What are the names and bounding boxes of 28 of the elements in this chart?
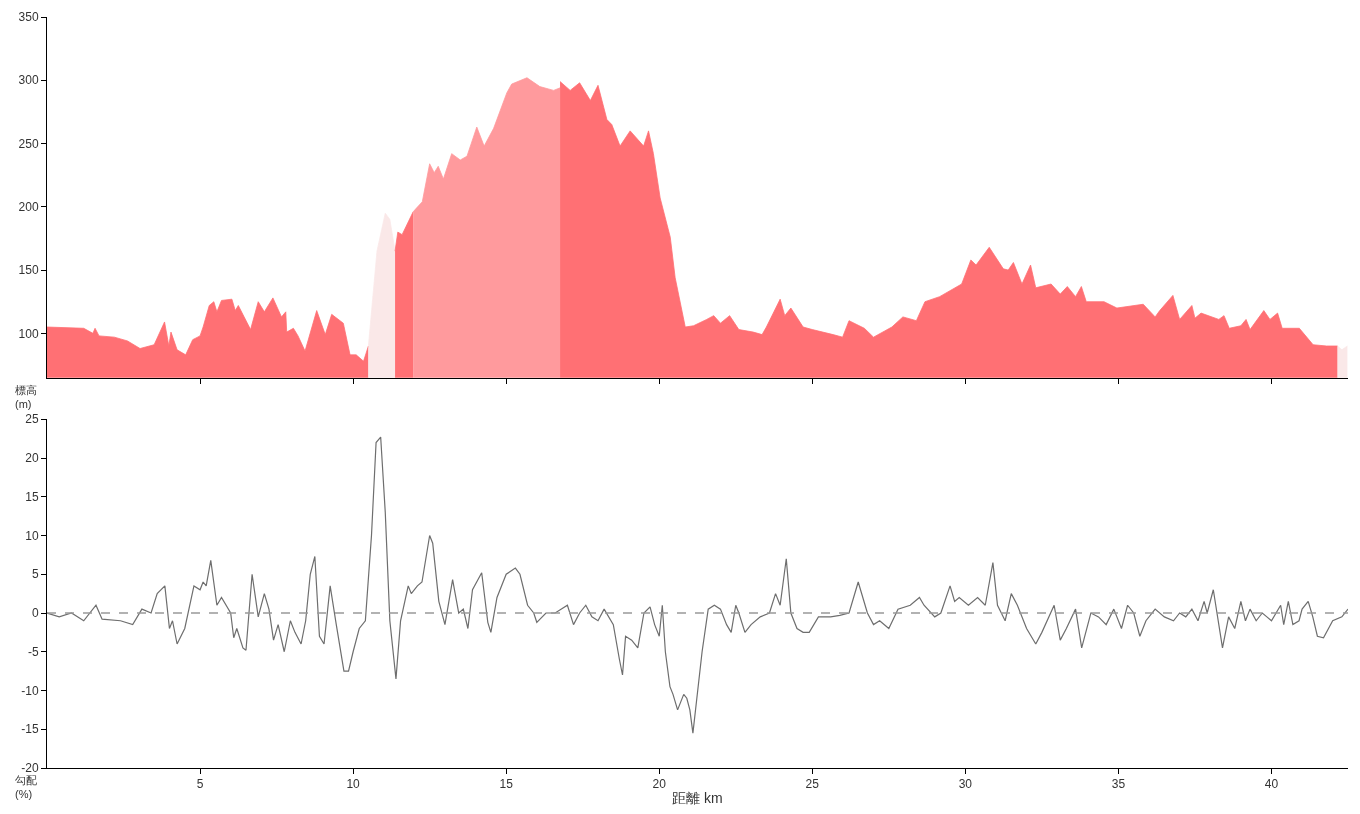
x-tick-label: 40 <box>1264 777 1279 792</box>
y-tick-label: 10 <box>25 528 39 543</box>
y-axis-title: 勾配 (%) <box>15 774 37 801</box>
y-tick-label: 200 <box>18 200 39 215</box>
x-tick-label: 10 <box>346 777 361 792</box>
y-tick-label: -10 <box>21 683 39 698</box>
x-tick-label: 35 <box>1111 777 1126 792</box>
y-tick-label: 150 <box>18 263 39 278</box>
y-tick-label: 100 <box>18 326 39 341</box>
y-axis-title: 標高 (m) <box>15 384 37 411</box>
y-tick-label: 5 <box>31 567 39 582</box>
x-tick-label: 5 <box>196 777 204 792</box>
y-tick-label: -15 <box>21 722 39 737</box>
y-tick-label: 15 <box>25 489 39 504</box>
x-tick-label: 20 <box>652 777 667 792</box>
y-tick-label: 20 <box>25 451 39 466</box>
y-tick-label: 0 <box>31 606 39 621</box>
y-tick-label: 300 <box>18 73 39 88</box>
y-tick-label: 350 <box>18 10 39 25</box>
y-tick-label: -5 <box>27 644 39 659</box>
x-axis-title: 距離 km <box>672 789 723 806</box>
x-tick-label: 25 <box>805 777 820 792</box>
x-tick-label: 15 <box>499 777 514 792</box>
line-series <box>47 436 1348 734</box>
y-tick-label: 250 <box>18 136 39 151</box>
x-tick-label: 30 <box>958 777 973 792</box>
y-tick-label: 25 <box>25 412 39 427</box>
y-tick-label: -20 <box>21 761 39 776</box>
